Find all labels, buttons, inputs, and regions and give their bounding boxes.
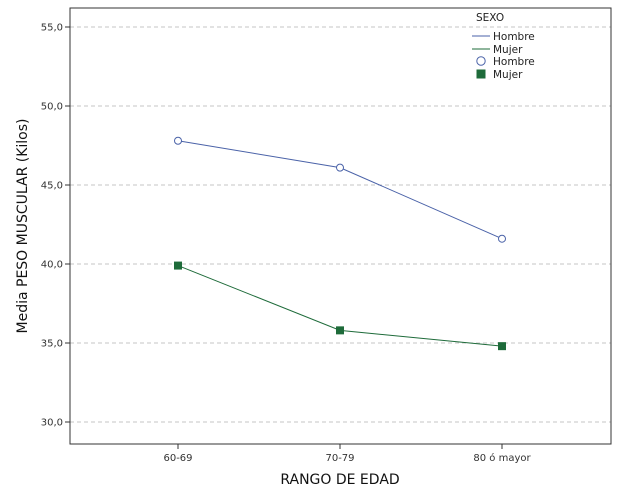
data-point-mujer bbox=[174, 261, 182, 270]
grid-lines bbox=[70, 26, 611, 423]
data-point-hombre bbox=[336, 163, 344, 172]
data-point-mujer bbox=[498, 342, 506, 351]
x-axis: 60-69 70-79 80 ó mayor bbox=[163, 444, 531, 464]
plot-frame bbox=[69, 7, 612, 445]
legend-title: SEXO bbox=[476, 12, 504, 24]
y-tick-label: 50,0 bbox=[41, 102, 63, 113]
data-point-mujer bbox=[336, 326, 344, 335]
legend-marker-swatch bbox=[476, 56, 486, 66]
y-tick-label: 55,0 bbox=[41, 23, 63, 34]
x-tick-label: 60-69 bbox=[163, 453, 192, 464]
y-tick-label: 30,0 bbox=[41, 418, 63, 429]
legend-label: Hombre bbox=[493, 56, 535, 68]
legend-label: Mujer bbox=[493, 69, 523, 81]
y-axis-title: Media PESO MUSCULAR (Kilos) bbox=[15, 119, 31, 334]
y-tick-label: 45,0 bbox=[41, 181, 63, 192]
series-group bbox=[174, 136, 506, 351]
y-axis: 30,0 35,0 40,0 45,0 50,0 55,0 bbox=[41, 23, 70, 429]
x-tick-label: 70-79 bbox=[325, 453, 354, 464]
series-line-hombre bbox=[177, 140, 503, 240]
legend-label: Hombre bbox=[493, 31, 535, 43]
legend-marker-swatch bbox=[476, 69, 486, 79]
y-tick-label: 40,0 bbox=[41, 260, 63, 271]
data-point-hombre bbox=[498, 234, 506, 243]
y-tick-label: 35,0 bbox=[41, 339, 63, 350]
data-point-hombre bbox=[174, 136, 182, 145]
x-tick-label: 80 ó mayor bbox=[473, 452, 531, 464]
legend-label: Mujer bbox=[493, 44, 523, 56]
x-axis-title: RANGO DE EDAD bbox=[280, 472, 399, 488]
